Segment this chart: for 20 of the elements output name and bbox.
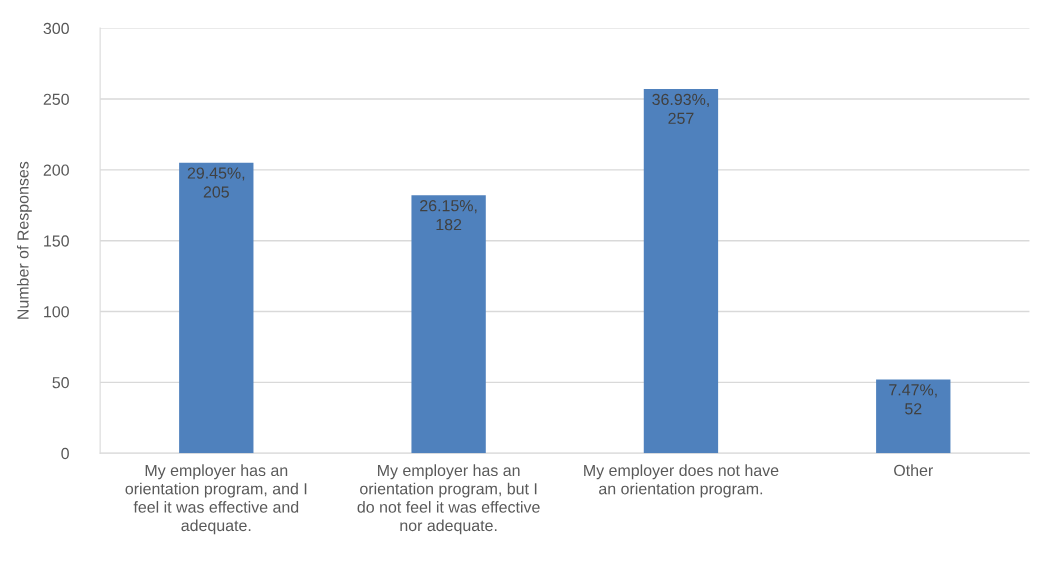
- data-label: 26.15%, 182: [420, 200, 477, 231]
- x-tick-label: My employer does not have an orientation program.: [584, 464, 779, 498]
- y-tick-label: 300: [43, 22, 69, 35]
- bar: [876, 379, 951, 454]
- bar: [643, 89, 719, 454]
- bar: [411, 195, 486, 454]
- x-tick-label: Other: [894, 464, 933, 477]
- y-axis-title: Number of Responses: [16, 161, 32, 319]
- data-label: 29.45%, 205: [187, 167, 245, 198]
- y-tick-label: 100: [44, 306, 69, 318]
- y-tick-label: 250: [43, 93, 69, 105]
- x-tick-label: My employer has an orientation program, but I do not feel it was effective nor adequate.: [357, 464, 540, 535]
- y-tick-label: 0: [61, 447, 69, 460]
- data-label: 7.47%, 52: [889, 384, 937, 415]
- bar: [179, 162, 254, 454]
- data-label: 36.93%, 257: [652, 93, 709, 124]
- y-tick-label: 50: [52, 377, 69, 389]
- y-tick-label: 150: [44, 235, 69, 247]
- x-tick-label: My employer has an orientation program, and I feel it was effective and adequate.: [125, 464, 307, 535]
- y-tick-label: 200: [43, 164, 69, 176]
